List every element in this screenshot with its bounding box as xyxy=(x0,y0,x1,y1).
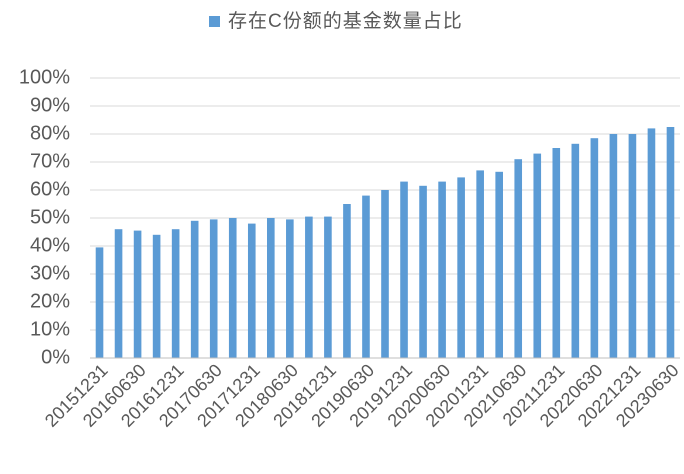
bar xyxy=(286,219,294,358)
bar xyxy=(590,138,599,358)
bar xyxy=(362,195,370,358)
legend-label: 存在C份额的基金数量占比 xyxy=(228,10,463,32)
bar xyxy=(152,234,161,358)
bar xyxy=(400,181,408,358)
bar xyxy=(114,229,123,358)
bar xyxy=(571,143,580,358)
y-tick-label: 40% xyxy=(30,234,70,256)
bar xyxy=(305,216,313,358)
y-tick-label: 80% xyxy=(30,122,70,144)
bar xyxy=(609,134,618,358)
y-tick-label: 60% xyxy=(30,178,70,200)
bar xyxy=(95,247,104,358)
bar xyxy=(228,218,237,358)
bar xyxy=(343,204,351,358)
bar xyxy=(628,134,637,358)
y-tick-label: 30% xyxy=(30,262,70,284)
bar xyxy=(533,153,542,358)
bar xyxy=(381,190,389,358)
y-tick-label: 100% xyxy=(19,66,70,88)
bar xyxy=(666,127,675,358)
y-tick-label: 10% xyxy=(30,318,70,340)
bar xyxy=(209,219,218,358)
bar xyxy=(190,220,199,358)
bar xyxy=(247,223,256,358)
bar xyxy=(476,170,484,358)
bar xyxy=(419,185,427,358)
bar xyxy=(514,159,523,358)
legend-swatch xyxy=(209,16,220,27)
bar xyxy=(133,230,142,358)
bar xyxy=(438,181,446,358)
y-tick-label: 70% xyxy=(30,150,70,172)
bar xyxy=(647,128,656,358)
y-tick-label: 20% xyxy=(30,290,70,312)
bar xyxy=(324,216,332,358)
bar xyxy=(457,177,465,358)
bar xyxy=(495,171,503,358)
y-tick-label: 50% xyxy=(30,206,70,228)
y-tick-label: 0% xyxy=(41,346,70,368)
bar xyxy=(171,229,180,358)
y-tick-label: 90% xyxy=(30,94,70,116)
bar xyxy=(552,148,561,358)
bar xyxy=(267,218,275,358)
